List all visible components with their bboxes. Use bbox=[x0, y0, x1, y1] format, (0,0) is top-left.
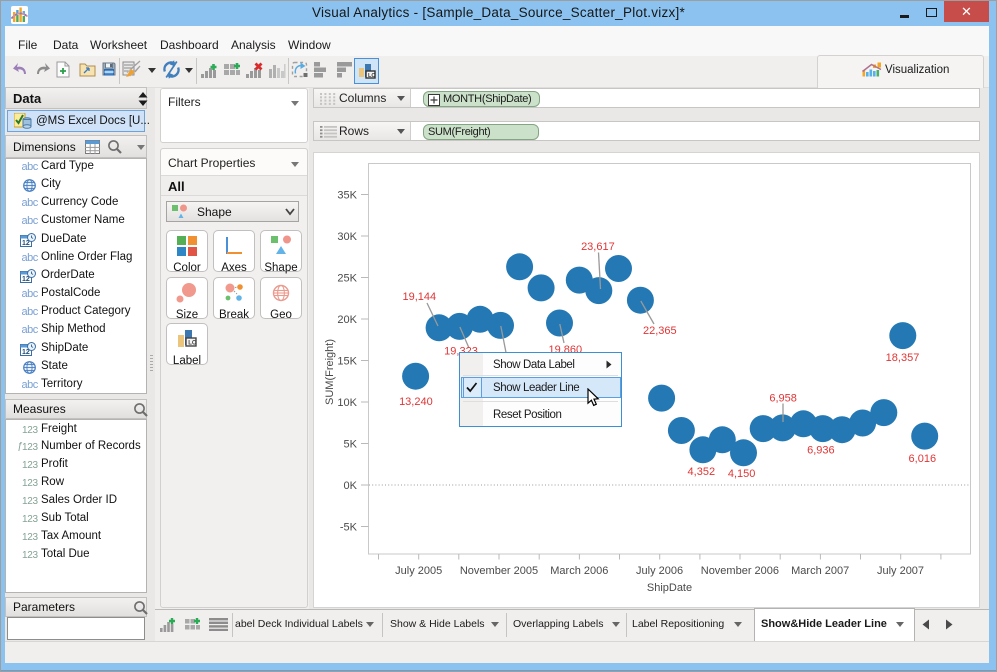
svg-text:19,144: 19,144 bbox=[402, 291, 436, 303]
svg-text:November 2006: November 2006 bbox=[701, 565, 779, 577]
svg-text:ShipDate: ShipDate bbox=[647, 582, 692, 594]
svg-text:4,150: 4,150 bbox=[728, 468, 756, 480]
svg-text:November 2005: November 2005 bbox=[460, 565, 538, 577]
svg-text:6,958: 6,958 bbox=[769, 392, 797, 404]
svg-text:12: 12 bbox=[22, 240, 30, 247]
svg-text:July 2007: July 2007 bbox=[877, 565, 924, 577]
svg-text:LO: LO bbox=[188, 341, 197, 347]
svg-text:22,365: 22,365 bbox=[643, 325, 677, 337]
svg-text:12: 12 bbox=[22, 349, 30, 356]
svg-text:30K: 30K bbox=[337, 231, 357, 243]
svg-text:0K: 0K bbox=[344, 480, 358, 492]
svg-text:20K: 20K bbox=[337, 314, 357, 326]
svg-text:LO: LO bbox=[368, 73, 376, 79]
svg-text:13,240: 13,240 bbox=[399, 396, 433, 408]
svg-text:5K: 5K bbox=[344, 439, 358, 451]
svg-text:July 2005: July 2005 bbox=[395, 565, 442, 577]
svg-text:March 2007: March 2007 bbox=[791, 565, 849, 577]
svg-text:25K: 25K bbox=[337, 273, 357, 285]
svg-text:35K: 35K bbox=[337, 190, 357, 202]
svg-text:4,352: 4,352 bbox=[688, 466, 716, 478]
svg-text:6,936: 6,936 bbox=[807, 445, 835, 457]
svg-text:18,357: 18,357 bbox=[886, 352, 920, 364]
svg-text:March 2006: March 2006 bbox=[550, 565, 608, 577]
svg-text:12: 12 bbox=[22, 276, 30, 283]
svg-text:July 2006: July 2006 bbox=[636, 565, 683, 577]
svg-text:15K: 15K bbox=[337, 356, 357, 368]
svg-text:SUM(Freight): SUM(Freight) bbox=[324, 339, 336, 405]
svg-text:10K: 10K bbox=[337, 397, 357, 409]
svg-text:6,016: 6,016 bbox=[909, 453, 937, 465]
svg-text:-5K: -5K bbox=[340, 522, 358, 534]
svg-text:23,617: 23,617 bbox=[581, 241, 615, 253]
